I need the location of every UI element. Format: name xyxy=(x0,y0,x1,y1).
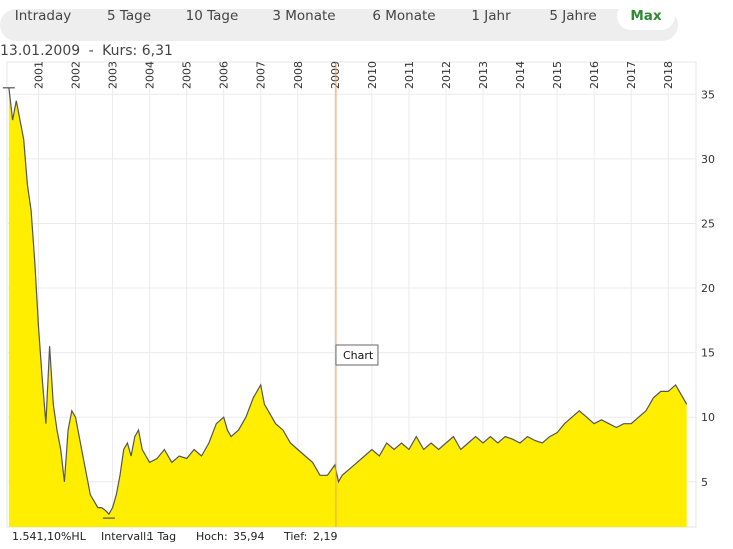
timeframe-tabbar xyxy=(0,9,678,41)
x-tick-label: 2009 xyxy=(329,61,342,89)
tooltip-box xyxy=(335,344,379,366)
tab-5-jahre[interactable]: 5 Jahre xyxy=(549,8,597,24)
x-tick-label: 2014 xyxy=(514,61,527,89)
x-tick-label: 2017 xyxy=(625,61,638,89)
tab-5-tage[interactable]: 5 Tage xyxy=(106,8,152,24)
x-tick-label: 2006 xyxy=(218,61,231,89)
price-line xyxy=(8,87,688,516)
x-tick-label: 2018 xyxy=(662,61,675,89)
y-tick-label: 30 xyxy=(701,153,715,166)
footer-change: 1.541,10%HL xyxy=(12,530,86,543)
price-info: 13.01.2009 - Kurs: 6,31 xyxy=(0,43,173,59)
tab-1-jahr[interactable]: 1 Jahr xyxy=(471,8,511,24)
y-tick-label: 25 xyxy=(701,217,715,230)
x-tick-label: 2011 xyxy=(403,61,416,89)
x-tick-label: 2005 xyxy=(181,61,194,89)
x-tick-label: 2013 xyxy=(477,61,490,89)
y-tick-label: 5 xyxy=(701,476,708,489)
footer-low-label: Tief: xyxy=(284,530,308,543)
footer-high-value: 35,94 xyxy=(233,530,265,543)
y-tick-label: 20 xyxy=(701,282,715,295)
info-date: 13.01.2009 xyxy=(0,43,81,59)
x-tick-label: 2010 xyxy=(366,61,379,89)
x-tick-label: 2015 xyxy=(551,61,564,89)
x-tick-label: 2008 xyxy=(292,61,305,89)
x-tick-label: 2012 xyxy=(440,61,453,89)
y-axis: 5 10 15 20 25 30 35 xyxy=(701,88,715,489)
y-tick-label: 35 xyxy=(701,88,715,101)
footer-high-label: Hoch: xyxy=(196,530,228,543)
tab-max[interactable]: Max xyxy=(617,2,675,30)
tooltip-text: Chart xyxy=(343,349,374,362)
info-price: Kurs: 6,31 xyxy=(102,43,173,59)
y-tick-label: 15 xyxy=(701,347,715,360)
tab-intraday[interactable]: Intraday xyxy=(14,8,72,24)
footer-low-value: 2,19 xyxy=(313,530,338,543)
tab-3-monate[interactable]: 3 Monate xyxy=(272,8,336,24)
footer-interval-value: 1 Tag xyxy=(147,530,177,543)
tab-10-tage[interactable]: 10 Tage xyxy=(185,8,239,24)
tab-6-monate[interactable]: 6 Monate xyxy=(372,8,436,24)
x-tick-label: 2016 xyxy=(588,61,601,89)
y-tick-label: 10 xyxy=(701,411,715,424)
x-tick-label: 2004 xyxy=(144,61,157,89)
chart-tooltip: Chart xyxy=(335,344,379,366)
x-tick-label: 2003 xyxy=(107,61,120,89)
x-tick-label: 2001 xyxy=(32,61,45,89)
x-tick-label: 2007 xyxy=(255,61,268,89)
info-separator: - xyxy=(88,43,94,59)
x-axis: 2001 2002 2003 2004 2005 2006 2007 2008 2009 2010… xyxy=(32,61,675,89)
x-tick-label: 2002 xyxy=(70,61,83,89)
footer-interval-label: Intervall: xyxy=(101,530,150,543)
price-area xyxy=(8,87,687,528)
